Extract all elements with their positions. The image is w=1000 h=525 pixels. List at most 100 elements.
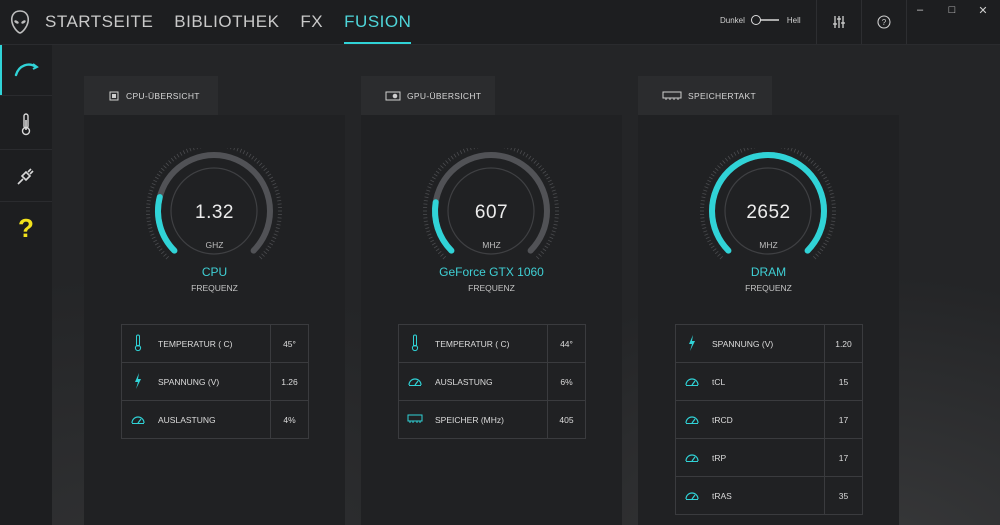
- close-icon[interactable]: ✕: [978, 5, 988, 17]
- panel-body: 607 MHZ GeForce GTX 1060 FREQUENZ TEMPER…: [361, 115, 622, 525]
- gauge-icon: [685, 377, 699, 386]
- row-value: 35: [824, 476, 863, 515]
- sidebar-item-performance[interactable]: [0, 45, 52, 95]
- graphics-card-icon: [385, 91, 401, 100]
- table-row: TEMPERATUR ( C) 44°: [398, 324, 586, 363]
- sidebar: ?: [0, 45, 52, 525]
- gauge-icon: [685, 415, 699, 424]
- cpu-panel: CPU-ÜBERSICHT 1.32 GHZ CPU FREQUENZ TEMP…: [84, 76, 345, 525]
- row-value: 4%: [270, 400, 309, 439]
- stats-table: TEMPERATUR ( C) 45° SPANNUNG (V) 1.26 AU…: [121, 324, 309, 439]
- question-icon: ?: [18, 212, 34, 243]
- performance-icon: [14, 63, 39, 77]
- thermometer-icon: [411, 334, 419, 351]
- row-label: AUSLASTUNG: [431, 362, 548, 401]
- table-row: SPEICHER (MHz) 405: [398, 400, 586, 439]
- equalizer-settings-icon[interactable]: [831, 14, 847, 30]
- nav-startseite[interactable]: STARTSEITE: [45, 12, 154, 31]
- row-value: 17: [824, 400, 863, 439]
- row-value: 17: [824, 438, 863, 477]
- gauge-subtitle: FREQUENZ: [745, 283, 792, 293]
- frequency-gauge: [146, 148, 282, 260]
- row-label: tRCD: [708, 400, 825, 439]
- row-label: SPEICHER (MHz): [431, 400, 548, 439]
- frequency-gauge: [423, 148, 559, 260]
- table-row: AUSLASTUNG 4%: [121, 400, 309, 439]
- cpu-chip-icon: [109, 91, 119, 100]
- frequency-gauge: [700, 148, 836, 260]
- gauge-icon: [131, 415, 145, 424]
- row-label: tCL: [708, 362, 825, 401]
- row-label: AUSLASTUNG: [154, 400, 271, 439]
- alien-logo-icon[interactable]: [9, 10, 31, 34]
- power-plug-icon: [17, 168, 34, 185]
- row-label: tRAS: [708, 476, 825, 515]
- row-value: 1.20: [824, 324, 863, 363]
- gauge-icon: [685, 491, 699, 500]
- row-label: SPANNUNG (V): [708, 324, 825, 363]
- gauge-subtitle: FREQUENZ: [191, 283, 238, 293]
- divider: [906, 0, 907, 44]
- nav-bibliothek[interactable]: BIBLIOTHEK: [174, 12, 280, 31]
- gpu-panel: GPU-ÜBERSICHT 607 MHZ GeForce GTX 1060 F…: [361, 76, 622, 525]
- theme-switch: Dunkel Hell: [720, 15, 801, 25]
- table-row: tRCD 17: [675, 400, 863, 439]
- row-label: TEMPERATUR ( C): [431, 324, 548, 363]
- sidebar-item-power[interactable]: [0, 151, 52, 201]
- row-value: 1.26: [270, 362, 309, 401]
- gauge-device-name: CPU: [201, 265, 228, 279]
- ram-module-icon: [662, 91, 682, 100]
- table-row: tCL 15: [675, 362, 863, 401]
- sidebar-item-help[interactable]: ?: [0, 203, 52, 253]
- nav-fx[interactable]: FX: [300, 12, 324, 31]
- row-value: 15: [824, 362, 863, 401]
- panel-body: 2652 MHZ DRAM FREQUENZ SPANNUNG (V) 1.20…: [638, 115, 899, 525]
- panel-tab-cpu[interactable]: CPU-ÜBERSICHT: [84, 76, 218, 115]
- table-row: SPANNUNG (V) 1.26: [121, 362, 309, 401]
- thermometer-icon: [134, 334, 142, 351]
- table-row: AUSLASTUNG 6%: [398, 362, 586, 401]
- table-row: SPANNUNG (V) 1.20: [675, 324, 863, 363]
- lightning-icon: [135, 372, 141, 389]
- sidebar-item-temperature[interactable]: [0, 99, 52, 149]
- theme-toggle[interactable]: [750, 15, 781, 25]
- row-label: TEMPERATUR ( C): [154, 324, 271, 363]
- gauge-unit: MHZ: [759, 240, 778, 250]
- row-label: SPANNUNG (V): [154, 362, 271, 401]
- gauge-device-name: DRAM: [750, 265, 787, 279]
- panel-tab-memory[interactable]: SPEICHERTAKT: [638, 76, 772, 115]
- panel-title: SPEICHERTAKT: [688, 90, 756, 101]
- stats-table: TEMPERATUR ( C) 44° AUSLASTUNG 6% SPEICH…: [398, 324, 586, 439]
- theme-dark-label: Dunkel: [720, 15, 745, 25]
- nav-fusion[interactable]: FUSION: [344, 0, 412, 44]
- memory-panel: SPEICHERTAKT 2652 MHZ DRAM FREQUENZ SPAN…: [638, 76, 899, 525]
- gauge-unit: GHZ: [205, 240, 224, 250]
- help-icon[interactable]: ?: [876, 14, 892, 30]
- row-value: 6%: [547, 362, 586, 401]
- gauge-unit: MHZ: [482, 240, 501, 250]
- stats-table: SPANNUNG (V) 1.20 tCL 15 tRCD 17 tRP 17: [675, 324, 863, 515]
- top-bar: STARTSEITE BIBLIOTHEK FX FUSION Dunkel H…: [0, 0, 1000, 45]
- table-row: TEMPERATUR ( C) 45°: [121, 324, 309, 363]
- table-row: tRP 17: [675, 438, 863, 477]
- gauge-value: 1.32: [195, 202, 234, 223]
- divider: [861, 0, 862, 44]
- gauge-device-name: GeForce GTX 1060: [439, 265, 544, 279]
- main-content: CPU-ÜBERSICHT 1.32 GHZ CPU FREQUENZ TEMP…: [52, 45, 1000, 525]
- maximize-icon[interactable]: □: [948, 4, 956, 16]
- divider: [816, 0, 817, 44]
- row-value: 45°: [270, 324, 309, 363]
- gauge-value: 607: [474, 202, 509, 223]
- minimize-icon[interactable]: –: [916, 4, 924, 16]
- panel-title: CPU-ÜBERSICHT: [126, 90, 200, 101]
- svg-text:?: ?: [882, 18, 887, 27]
- panel-tab-gpu[interactable]: GPU-ÜBERSICHT: [361, 76, 495, 115]
- gauge-icon: [685, 453, 699, 462]
- gauge-subtitle: FREQUENZ: [468, 283, 515, 293]
- memory-icon: [407, 414, 423, 423]
- thermometer-icon: [21, 113, 31, 136]
- row-value: 405: [547, 400, 586, 439]
- panel-title: GPU-ÜBERSICHT: [407, 90, 482, 101]
- gauge-value: 2652: [746, 202, 791, 223]
- row-value: 44°: [547, 324, 586, 363]
